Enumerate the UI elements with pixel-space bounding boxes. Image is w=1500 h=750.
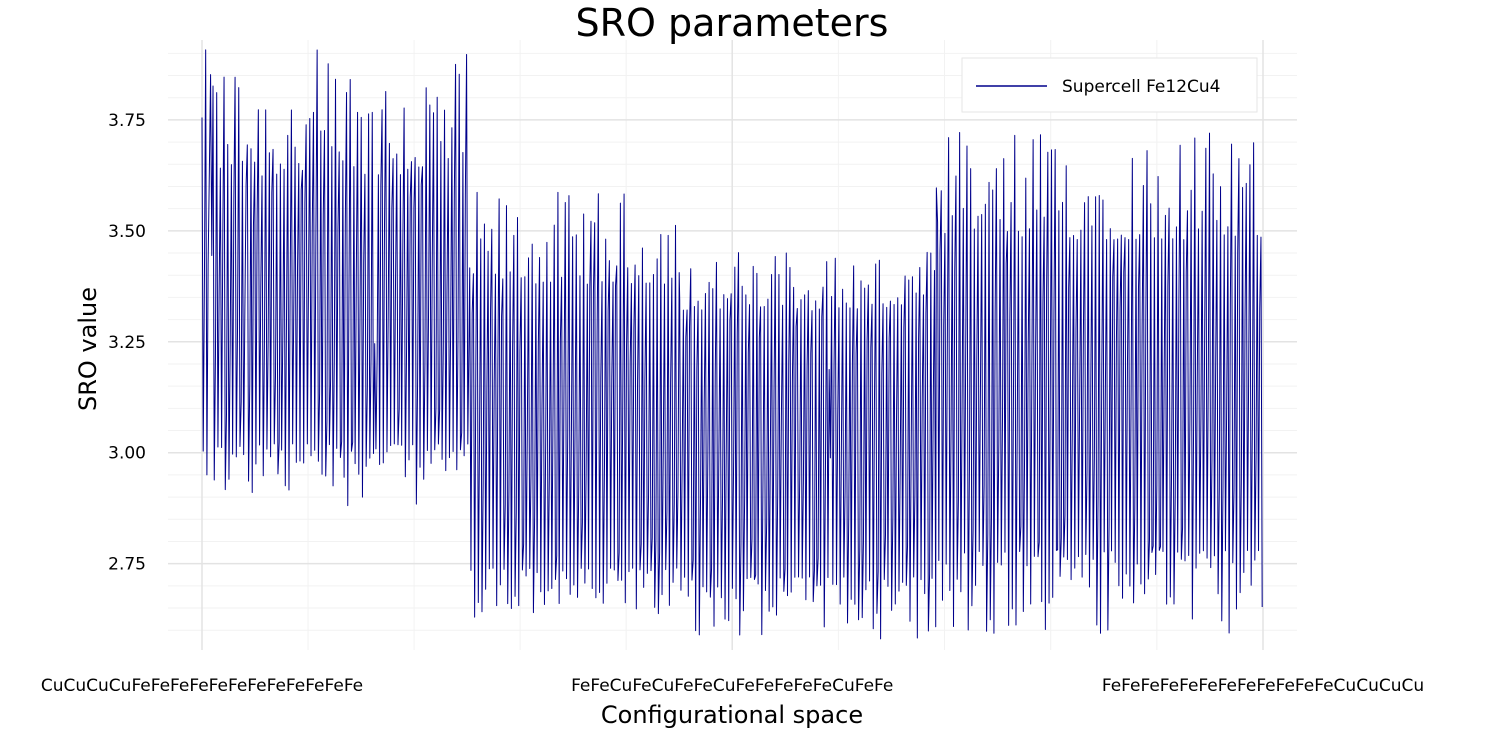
x-tick-label: CuCuCuCuFeFeFeFeFeFeFeFeFeFeFeFe <box>41 676 363 696</box>
legend-box <box>961 57 1258 113</box>
series-line-supercell-fe12cu4 <box>201 49 1263 640</box>
legend-entry-label: Supercell Fe12Cu4 <box>1062 77 1221 97</box>
series-group <box>201 49 1263 640</box>
x-tick-label: FeFeFeFeFeFeFeFeFeFeFeFeCuCuCuCu <box>1102 676 1424 696</box>
y-tick-label: 3.50 <box>108 222 146 242</box>
chart-title: SRO parameters <box>576 1 889 45</box>
legend: Supercell Fe12Cu4 <box>961 57 1258 113</box>
y-tick-label: 3.00 <box>108 444 146 464</box>
y-tick-label: 3.75 <box>108 111 146 131</box>
y-axis-label: SRO value <box>74 287 102 411</box>
y-tick-label: 2.75 <box>108 555 146 575</box>
x-tick-labels: CuCuCuCuFeFeFeFeFeFeFeFeFeFeFeFe FeFeCuFe… <box>41 676 1424 696</box>
x-tick-label: FeFeCuFeCuFeFeCuFeFeFeFeFeCuFeFe <box>571 676 893 696</box>
y-tick-label: 3.25 <box>108 333 146 353</box>
x-axis-label: Configurational space <box>601 701 863 729</box>
y-tick-labels: 2.75 3.00 3.25 3.50 3.75 <box>108 111 146 575</box>
